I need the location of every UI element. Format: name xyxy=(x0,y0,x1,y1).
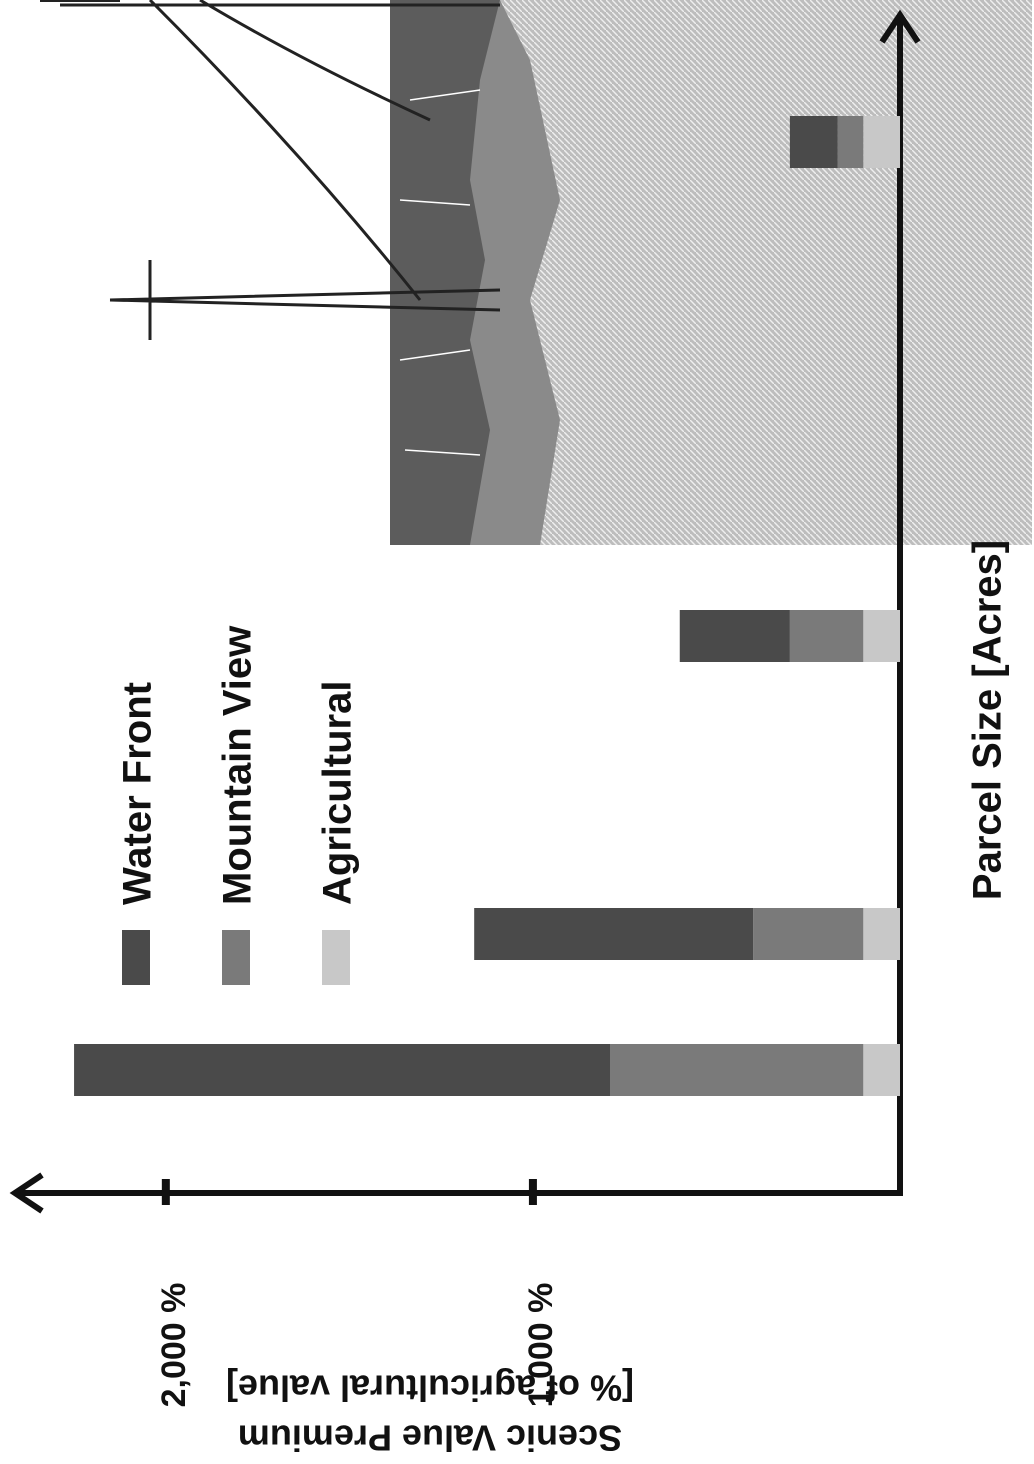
bar-segment xyxy=(863,1044,900,1096)
bar-segment xyxy=(790,116,838,168)
bar-segment xyxy=(680,610,790,662)
bar-segment xyxy=(74,1044,610,1096)
photo xyxy=(40,0,1032,545)
legend-label: Mountain View xyxy=(216,625,260,905)
y-axis-title: Scenic Value Premium xyxy=(238,1417,622,1458)
y-tick-label: 1,000 % xyxy=(522,1283,560,1408)
bar-segment xyxy=(610,1044,863,1096)
page: Scenic Value Premium [% of agricultural … xyxy=(0,0,1034,1464)
legend-label: Water Front xyxy=(116,682,160,905)
legend-label: Agricultural xyxy=(316,681,360,905)
bar-segment xyxy=(838,116,864,168)
bar-segment xyxy=(863,610,900,662)
bar-segment xyxy=(863,908,900,960)
legend-swatch xyxy=(222,930,250,985)
bar-segment xyxy=(790,610,863,662)
legend-swatch xyxy=(322,930,350,985)
x-axis-title: Parcel Size [Acres] xyxy=(966,540,1010,900)
y-tick-label: 2,000 % xyxy=(155,1283,193,1408)
bar-segment xyxy=(474,908,753,960)
bar-segment xyxy=(863,116,900,168)
y-axis-title: [% of agricultural value] xyxy=(226,1367,634,1408)
legend-swatch xyxy=(122,930,150,985)
bar-segment xyxy=(753,908,863,960)
